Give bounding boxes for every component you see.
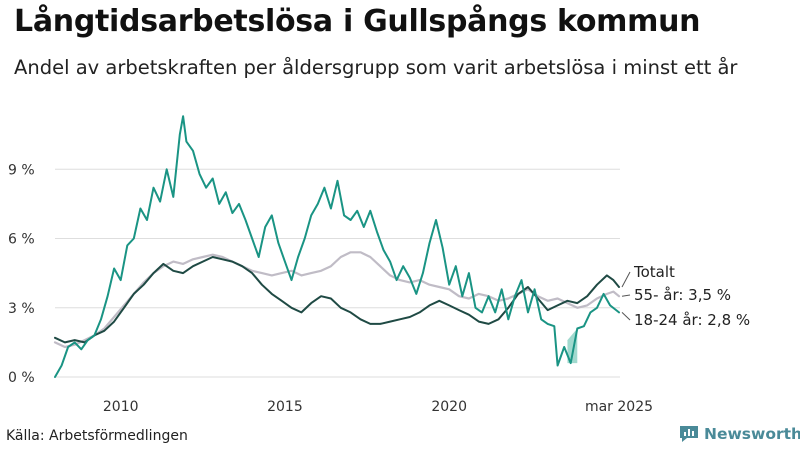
series-line-senior — [53, 251, 621, 349]
chart-subtitle: Andel av arbetskraften per åldersgrupp s… — [14, 56, 738, 79]
brand-logo: Newsworthy — [679, 425, 800, 443]
leader-line-youth — [621, 312, 631, 321]
axis-layer: 0 % 3 % 6 % 9 % 2010 2015 2020 mar 2025 — [8, 162, 653, 415]
chart-title: Långtidsarbetslösa i Gullspångs kommun — [14, 4, 701, 39]
leader-line-senior — [621, 294, 631, 297]
grid-layer — [55, 168, 620, 378]
x-tick-label: 2020 — [431, 399, 467, 415]
end-label-senior: 55- år: 3,5 % — [634, 286, 731, 304]
newsworthy-logo-icon — [680, 426, 698, 442]
end-label-youth: 18-24 år: 2,8 % — [634, 311, 750, 329]
series-line-youth — [54, 115, 620, 378]
brand-name: Newsworthy — [704, 425, 800, 443]
series-layer — [53, 115, 621, 378]
x-tick-label: mar 2025 — [585, 399, 653, 415]
x-tick-label: 2010 — [103, 399, 139, 415]
leader-line-total — [621, 271, 631, 288]
y-tick-label: 9 % — [8, 162, 35, 178]
series-line-total — [54, 256, 620, 344]
y-tick-label: 3 % — [8, 301, 35, 317]
source-note: Källa: Arbetsförmedlingen — [6, 428, 188, 444]
end-label-layer: Totalt 55- år: 3,5 % 18-24 år: 2,8 % — [621, 263, 750, 329]
y-tick-label: 6 % — [8, 232, 35, 248]
end-label-total: Totalt — [633, 263, 675, 281]
x-tick-label: 2015 — [267, 399, 303, 415]
y-tick-label: 0 % — [8, 370, 35, 386]
